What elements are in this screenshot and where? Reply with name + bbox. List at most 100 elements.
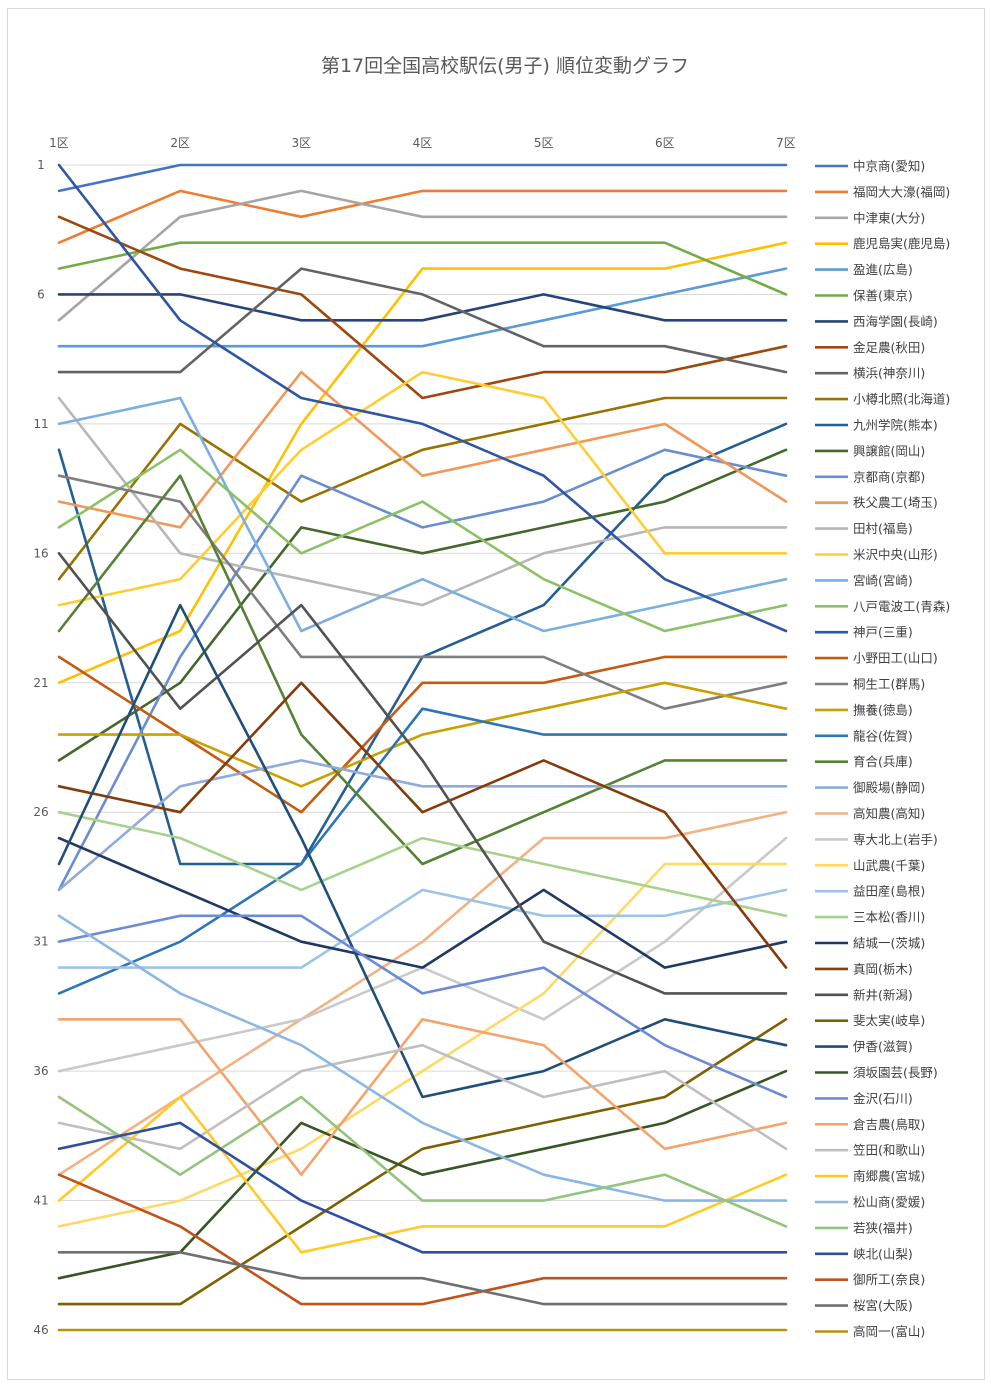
- series-line: [57, 551, 788, 995]
- series-line: [57, 163, 788, 633]
- y-tick-label: 16: [33, 546, 48, 560]
- legend-entry: 真岡(栃木): [853, 961, 913, 976]
- legend-entry: 小樽北照(北海道): [853, 392, 950, 407]
- legend: 中京商(愛知) 福岡大大濠(福岡) 中津東(大分) 鹿児島実(鹿児島) 盈進(広島) 保善…: [815, 159, 950, 1339]
- legend-entry: 米沢中央(山形): [853, 547, 938, 562]
- series-line: [57, 681, 788, 788]
- x-tick-label: 2区: [170, 136, 190, 150]
- x-tick-label: 3区: [292, 136, 312, 150]
- legend-entry: 鹿児島実(鹿児島): [853, 236, 950, 251]
- legend-entry: 笠田(和歌山): [853, 1143, 925, 1158]
- series-line: [57, 189, 788, 244]
- series-line: [57, 396, 788, 581]
- series-line: [57, 396, 788, 633]
- legend-entry: 峡北(山梨): [853, 1246, 913, 1261]
- legend-entry: 神戸(三重): [853, 625, 913, 640]
- series-line: [57, 215, 788, 400]
- legend-entry: 盈進(広島): [853, 262, 913, 277]
- series-line: [57, 448, 788, 892]
- legend-entry: 金沢(石川): [853, 1091, 913, 1106]
- legend-entry: 横浜(神奈川): [853, 366, 925, 381]
- series-line: [57, 474, 788, 866]
- legend-entry: 秩父農工(埼玉): [853, 495, 938, 510]
- series-line: [57, 293, 788, 322]
- y-tick-label: 26: [33, 805, 48, 819]
- legend-entry: 福岡大大濠(福岡): [853, 184, 950, 199]
- series-line: [57, 267, 788, 374]
- series-line: [57, 396, 788, 607]
- x-axis-ticks: 1区 2区 3区 4区 5区 6区 7区: [49, 136, 796, 150]
- legend-entry: 松山商(愛媛): [853, 1195, 925, 1210]
- legend-entry: 斐太実(岐阜): [853, 1013, 925, 1028]
- series-line: [57, 914, 788, 1099]
- legend-entry: 若狭(福井): [853, 1220, 913, 1235]
- series-line: [57, 1095, 788, 1228]
- series-line: [57, 1121, 788, 1254]
- chart-frame: [7, 8, 985, 1380]
- legend-entry: 益田産(島根): [853, 884, 925, 899]
- legend-entry: 高知農(高知): [853, 806, 925, 821]
- y-tick-label: 6: [37, 287, 45, 301]
- legend-entry: 興譲館(岡山): [853, 443, 925, 458]
- legend-entry: 須坂園芸(長野): [853, 1065, 938, 1080]
- series-line: [57, 810, 788, 918]
- chart-title: 第17回全国高校駅伝(男子) 順位変動グラフ: [321, 55, 689, 77]
- series-line: [57, 862, 788, 1228]
- x-tick-label: 6区: [655, 136, 675, 150]
- series-line: [57, 836, 788, 1073]
- series-line: [57, 370, 788, 607]
- series-line: [57, 448, 788, 762]
- legend-entry: 金足農(秋田): [853, 340, 925, 355]
- legend-entry: 宮崎(宮崎): [853, 573, 913, 588]
- x-tick-label: 5区: [534, 136, 554, 150]
- y-tick-label: 1: [37, 158, 45, 172]
- series-line: [57, 1043, 788, 1151]
- legend-entry: 中京商(愛知): [853, 159, 925, 174]
- series-line: [57, 707, 788, 995]
- legend-entry: 九州学院(熊本): [853, 418, 938, 433]
- series-line: [57, 1251, 788, 1306]
- series-line: [57, 836, 788, 969]
- legend-entry: 三本松(香川): [853, 910, 925, 925]
- legend-entry: 八戸電波工(青森): [853, 599, 950, 614]
- legend-entry: 高岡一(富山): [853, 1324, 925, 1339]
- series-line: [57, 759, 788, 892]
- series-line: [57, 1069, 788, 1280]
- gridlines: [59, 164, 786, 1331]
- legend-entry: 桐生工(群馬): [853, 677, 925, 692]
- legend-entry: 保善(東京): [853, 288, 913, 303]
- legend-entry: 中津東(大分): [853, 210, 925, 225]
- y-tick-label: 46: [33, 1323, 48, 1337]
- legend-entry: 育合(兵庫): [853, 754, 913, 769]
- y-tick-label: 21: [33, 676, 48, 690]
- legend-entry: 新井(新潟): [853, 987, 913, 1002]
- x-tick-label: 4区: [413, 136, 433, 150]
- series-line: [57, 241, 788, 685]
- x-tick-label: 7区: [776, 136, 796, 150]
- y-tick-label: 36: [33, 1064, 48, 1078]
- legend-entry: 撫養(徳島): [853, 702, 913, 717]
- series-line: [57, 888, 788, 969]
- x-tick-label: 1区: [49, 136, 69, 150]
- series-line: [57, 370, 788, 529]
- legend-entry: 倉吉農(鳥取): [853, 1117, 925, 1132]
- y-tick-label: 31: [33, 935, 48, 949]
- legend-entry: 専大北上(岩手): [853, 832, 938, 847]
- series-line: [57, 448, 788, 633]
- series-line: [57, 1173, 788, 1306]
- legend-entry: 小野田工(山口): [853, 651, 938, 666]
- legend-entry: 田村(福島): [853, 521, 913, 536]
- series-line: [57, 914, 788, 1202]
- legend-entry: 龍谷(佐賀): [853, 728, 913, 743]
- y-tick-label: 41: [33, 1194, 48, 1208]
- series-lines: [57, 163, 788, 1332]
- legend-entry: 御所工(奈良): [853, 1272, 925, 1287]
- series-line: [57, 189, 788, 322]
- series-line: [57, 1017, 788, 1176]
- legend-entry: 桜宮(大阪): [853, 1298, 913, 1313]
- legend-entry: 南郷農(宮城): [853, 1169, 925, 1184]
- series-line: [57, 163, 788, 193]
- series-line: [57, 1017, 788, 1306]
